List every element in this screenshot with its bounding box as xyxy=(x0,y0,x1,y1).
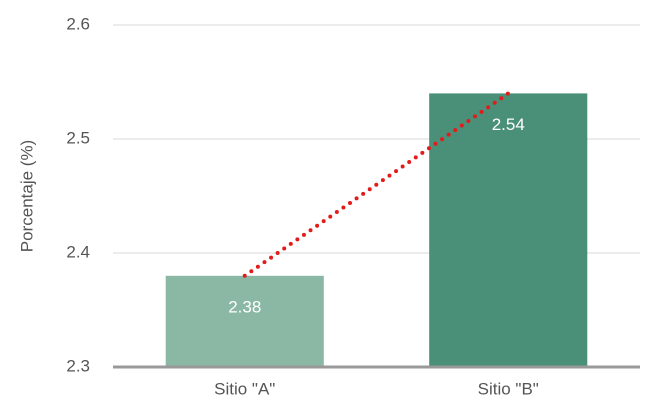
y-tick-label: 2.3 xyxy=(66,356,90,375)
data-label: 2.54 xyxy=(492,115,525,134)
x-tick-label: Sitio "B" xyxy=(478,379,539,398)
y-axis-label: Porcentaje (%) xyxy=(17,140,36,252)
y-tick-label: 2.5 xyxy=(66,128,90,147)
bar xyxy=(429,93,588,368)
x-tick-label: Sitio "A" xyxy=(214,379,275,398)
trend-line xyxy=(242,91,511,278)
data-label: 2.38 xyxy=(228,297,261,316)
y-tick-label: 2.6 xyxy=(66,14,90,33)
bar xyxy=(165,275,324,367)
y-tick-label: 2.4 xyxy=(66,242,90,261)
